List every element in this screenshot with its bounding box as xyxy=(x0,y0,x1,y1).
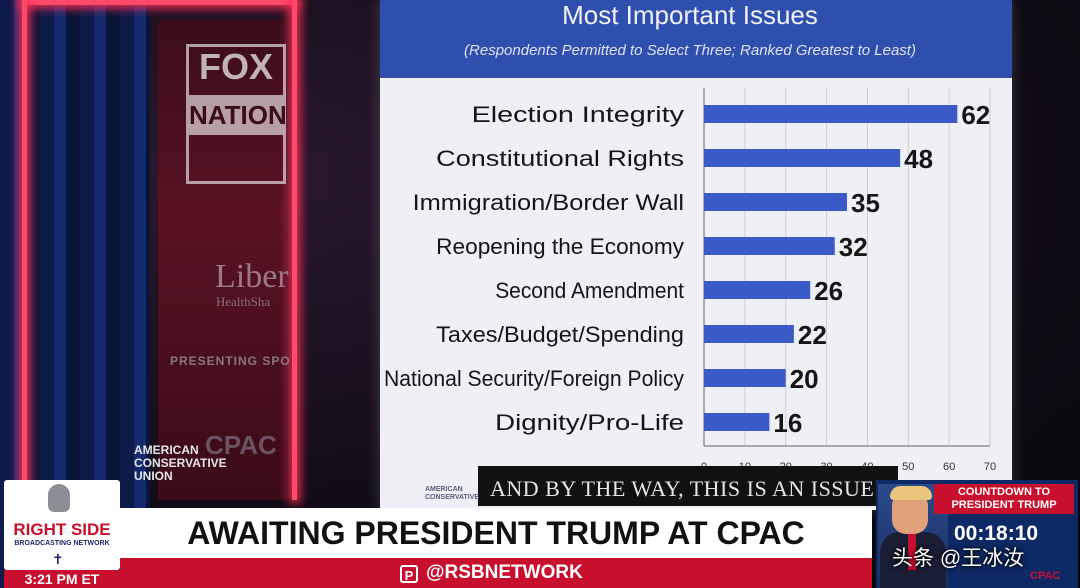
bar xyxy=(704,105,958,123)
presenting-sponsor-text: PRESENTING SPO xyxy=(170,354,291,368)
category-label: National Security/Foreign Policy xyxy=(384,366,684,391)
x-tick-label: 50 xyxy=(902,461,914,470)
screen-logo-line1: AMERICAN xyxy=(425,486,463,493)
x-tick-label: 40 xyxy=(861,461,873,470)
data-label: 20 xyxy=(790,364,819,394)
data-label: 16 xyxy=(773,408,802,438)
countdown-cpac-logo: CPAC xyxy=(1030,570,1061,582)
cross-icon: ✝ xyxy=(52,551,64,567)
category-label: Election Integrity xyxy=(472,102,684,127)
acu-line1: AMERICAN xyxy=(134,443,199,457)
bar xyxy=(704,413,770,431)
category-label: Dignity/Pro-Life xyxy=(495,410,684,435)
portrait-hair xyxy=(890,486,932,500)
projection-screen: Most Important Issues (Respondents Permi… xyxy=(380,0,1012,510)
x-tick-label: 10 xyxy=(739,461,751,470)
acu-logo: AMERICAN CONSERVATIVE UNION xyxy=(134,444,227,483)
network-subtitle: BROADCASTING NETWORK xyxy=(14,540,110,547)
caption-text: AND BY THE WAY, THIS IS AN ISSUE xyxy=(490,476,875,501)
toutiao-watermark: 头条 @王冰汝 xyxy=(892,547,1025,570)
fox-logo-line2: NATION xyxy=(189,95,287,135)
neon-frame-left xyxy=(22,0,27,500)
time-display: 3:21 PM ET xyxy=(4,570,120,588)
countdown-label: COUNTDOWN TO PRESIDENT TRUMP xyxy=(934,484,1074,514)
handle-bar xyxy=(120,558,872,588)
fox-logo-line1: FOX xyxy=(198,46,273,87)
portrait-tie xyxy=(908,534,916,570)
liberty-logo: Liber xyxy=(215,258,289,295)
bar xyxy=(704,325,794,343)
issues-bar-chart: 0 10 20 30 40 50 60 70 Election Integrity 62 Const… xyxy=(384,88,996,470)
category-label: Taxes/Budget/Spending xyxy=(436,322,684,347)
data-label: 48 xyxy=(904,144,933,174)
data-label: 35 xyxy=(851,188,880,218)
data-label: 22 xyxy=(798,320,827,350)
category-label: Second Amendment xyxy=(495,278,684,303)
headline-bar xyxy=(120,508,872,558)
network-name: RIGHT SIDE xyxy=(13,520,111,539)
bar xyxy=(704,149,901,167)
countdown-timer: 00:18:10 xyxy=(954,522,1039,545)
x-tick-label: 30 xyxy=(820,461,832,470)
acu-line3: UNION xyxy=(134,469,173,483)
data-label: 62 xyxy=(961,100,990,130)
neon-frame-top xyxy=(22,0,297,5)
caption-strip xyxy=(478,466,898,506)
category-label: Reopening the Economy xyxy=(436,234,684,259)
x-tick-label: 0 xyxy=(701,461,707,470)
cpac-backdrop-logo: CPAC xyxy=(205,430,277,460)
x-tick-label: 70 xyxy=(984,461,996,470)
parler-icon: P xyxy=(400,565,418,583)
x-tick-label: 60 xyxy=(943,461,955,470)
screen-logo-line2: CONSERVATIVE xyxy=(425,494,480,501)
headline-text: AWAITING PRESIDENT TRUMP AT CPAC xyxy=(187,515,805,551)
bar xyxy=(704,193,847,211)
chart-subtitle: (Respondents Permitted to Select Three; … xyxy=(464,42,916,59)
screen-header xyxy=(380,0,1012,78)
bar xyxy=(704,281,811,299)
bar xyxy=(704,237,835,255)
data-label: 32 xyxy=(839,232,868,262)
bar xyxy=(704,369,786,387)
chart-title: Most Important Issues xyxy=(562,0,818,30)
social-handle: P @RSBNETWORK xyxy=(400,558,583,588)
acu-line2: CONSERVATIVE xyxy=(134,456,227,470)
category-label: Constitutional Rights xyxy=(436,146,684,171)
neon-frame-right xyxy=(292,0,297,500)
liberty-logo-sub: HealthSha xyxy=(216,294,271,309)
data-label: 26 xyxy=(814,276,843,306)
category-label: Immigration/Border Wall xyxy=(413,190,684,215)
handle-text: @RSBNETWORK xyxy=(426,562,583,583)
microphone-icon xyxy=(48,484,70,512)
fox-nation-logo: FOX NATION xyxy=(186,44,287,184)
screen-acu-logo: AMERICAN CONSERVATIVE xyxy=(425,486,479,502)
x-tick-label: 20 xyxy=(780,461,792,470)
